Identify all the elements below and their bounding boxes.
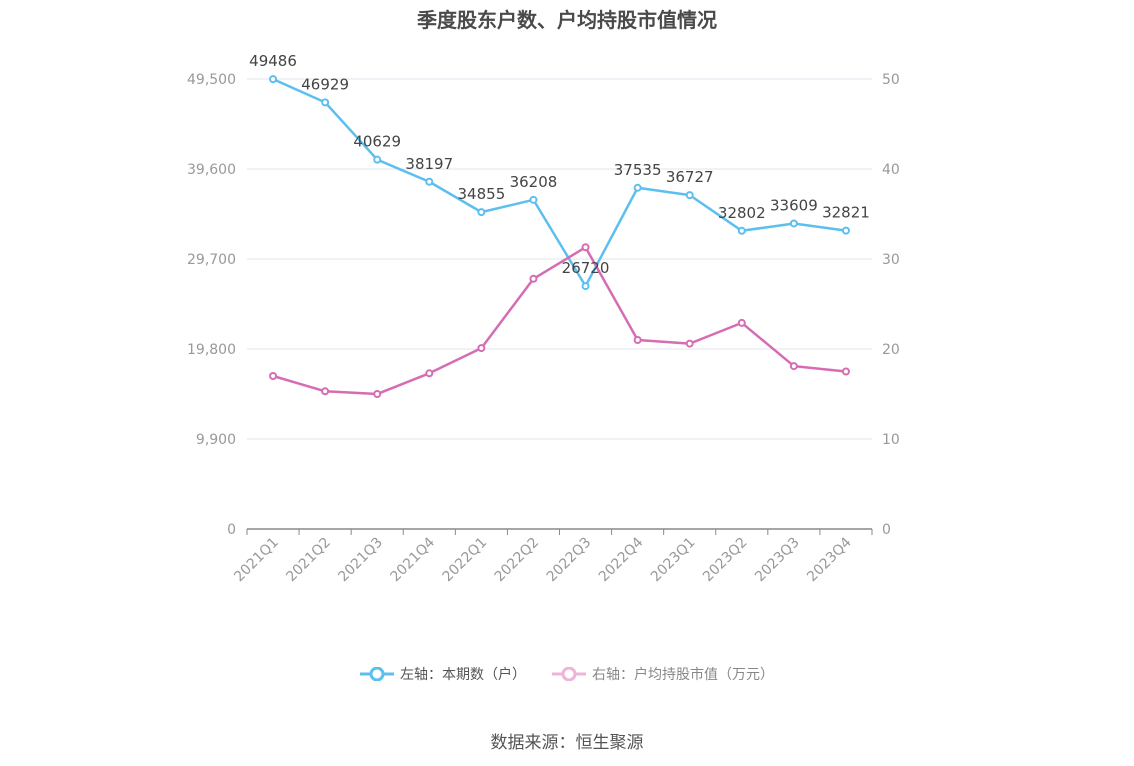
x-axis-tick-label: 2021Q4 <box>388 534 439 585</box>
left-series-point <box>789 219 798 228</box>
left-series-point <box>373 155 382 164</box>
x-axis-tick-label: 2023Q2 <box>700 535 751 586</box>
legend-item-left-axis[interactable]: 左轴：本期数（户） <box>360 664 526 684</box>
data-label: 34855 <box>458 185 506 203</box>
data-label: 36208 <box>510 173 558 191</box>
right-series-point <box>581 243 590 252</box>
x-axis-tick-label: 2021Q3 <box>335 535 386 586</box>
right-series-point <box>269 372 278 380</box>
left-axis-tick-label: 19,800 <box>187 342 236 358</box>
x-axis-tick-label: 2021Q2 <box>283 535 334 586</box>
left-axis-tick-label: 9,900 <box>196 432 236 448</box>
x-axis-tick-label: 2022Q3 <box>544 535 595 586</box>
right-series-point <box>737 318 746 327</box>
left-series-point <box>425 177 434 186</box>
data-label: 36727 <box>666 168 714 186</box>
data-source: 数据来源：恒生聚源 <box>490 733 644 753</box>
left-series-point <box>633 183 642 192</box>
left-axis-tick-label: 0 <box>227 522 236 538</box>
right-axis-tick-label: 0 <box>882 522 891 538</box>
left-axis-tick-label: 39,600 <box>187 162 236 178</box>
data-label: 32821 <box>822 204 870 222</box>
data-label: 40629 <box>353 133 401 151</box>
left-series-point <box>477 208 486 217</box>
x-axis-tick-label: 2021Q1 <box>231 535 282 586</box>
legend-item-right-axis[interactable]: 右轴：户均持股市值（万元） <box>552 664 774 684</box>
left-series-point <box>529 195 538 204</box>
chart-title: 季度股东户数、户均持股市值情况 <box>417 8 717 32</box>
right-axis-tick-label: 50 <box>882 72 900 88</box>
data-label: 46929 <box>301 75 349 93</box>
data-label: 37535 <box>614 161 662 179</box>
right-series-point <box>373 390 382 398</box>
left-axis-tick-label: 29,700 <box>187 252 236 268</box>
right-series-point <box>529 274 538 283</box>
data-label: 33609 <box>770 196 818 214</box>
x-axis-tick-label: 2022Q2 <box>492 535 543 586</box>
x-axis-tick-label: 2023Q4 <box>804 534 855 585</box>
legend-label-right: 右轴：户均持股市值（万元） <box>592 667 774 683</box>
left-series-point <box>269 75 278 84</box>
right-series-point <box>633 336 642 344</box>
data-label: 49486 <box>249 52 297 70</box>
data-label: 38197 <box>405 155 453 173</box>
left-series-point <box>737 226 746 235</box>
legend-swatch-left <box>360 667 394 681</box>
left-series-point <box>685 191 694 200</box>
legend-label-left: 左轴：本期数（户） <box>400 667 526 683</box>
right-series-point <box>841 367 850 376</box>
left-series-point <box>581 282 590 291</box>
x-axis-tick-label: 2022Q1 <box>440 535 491 586</box>
right-series-point <box>477 344 486 353</box>
data-label: 32802 <box>718 204 766 222</box>
x-axis-tick-label: 2022Q4 <box>596 534 647 585</box>
right-axis-tick-label: 20 <box>882 342 900 358</box>
left-series-line <box>272 77 847 288</box>
legend-swatch-right <box>552 667 586 681</box>
right-axis-tick-label: 30 <box>882 252 900 268</box>
data-label: 26720 <box>562 259 610 277</box>
x-axis-tick-label: 2023Q1 <box>648 535 699 586</box>
right-series-point <box>425 369 434 378</box>
right-axis-tick-label: 40 <box>882 162 900 178</box>
left-series-point <box>321 98 330 107</box>
left-axis-tick-label: 49,500 <box>187 72 236 88</box>
left-series-point <box>841 226 850 235</box>
chart-legend: 左轴：本期数（户） 右轴：户均持股市值（万元） <box>0 664 1134 684</box>
right-series-point <box>685 339 694 348</box>
x-axis-tick-label: 2023Q3 <box>752 535 803 586</box>
right-series-line <box>272 246 847 396</box>
right-series-point <box>321 387 330 396</box>
right-series-point <box>789 362 798 371</box>
right-axis-tick-label: 10 <box>882 432 900 448</box>
